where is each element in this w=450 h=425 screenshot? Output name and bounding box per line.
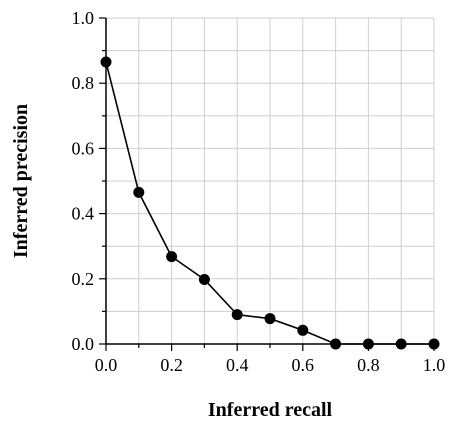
x-tick-label: 0.8 [357, 355, 380, 375]
y-tick-label: 0.4 [72, 204, 95, 224]
data-series [100, 56, 440, 350]
x-tick-label: 1.0 [423, 355, 446, 375]
data-point [297, 324, 309, 336]
x-tick-label: 0.4 [226, 355, 249, 375]
x-tick-label: 0.6 [292, 355, 315, 375]
grid-lines [106, 17, 435, 344]
data-point [264, 313, 276, 325]
data-point [362, 338, 374, 350]
axes [99, 17, 435, 351]
y-tick-label: 0.2 [72, 269, 95, 289]
y-tick-label: 0.0 [72, 334, 95, 354]
x-axis-label: Inferred recall [208, 399, 333, 421]
data-point [166, 251, 178, 263]
tick-labels: 0.0 0.2 0.4 0.6 0.8 1.0 0.0 0.2 0.4 0.6 0.8 1.0 [72, 8, 446, 375]
y-tick-label: 0.8 [72, 73, 95, 93]
x-tick-label: 0.0 [95, 355, 118, 375]
data-point [330, 338, 342, 350]
x-tick-label: 0.2 [160, 355, 183, 375]
y-tick-label: 1.0 [72, 8, 95, 28]
y-axis-label: Inferred precision [10, 104, 32, 258]
data-point [395, 338, 407, 350]
data-point [231, 309, 243, 321]
y-tick-label: 0.6 [72, 138, 95, 158]
data-point [100, 56, 112, 68]
data-point [428, 338, 440, 350]
data-point [198, 273, 210, 285]
data-point [133, 186, 145, 198]
